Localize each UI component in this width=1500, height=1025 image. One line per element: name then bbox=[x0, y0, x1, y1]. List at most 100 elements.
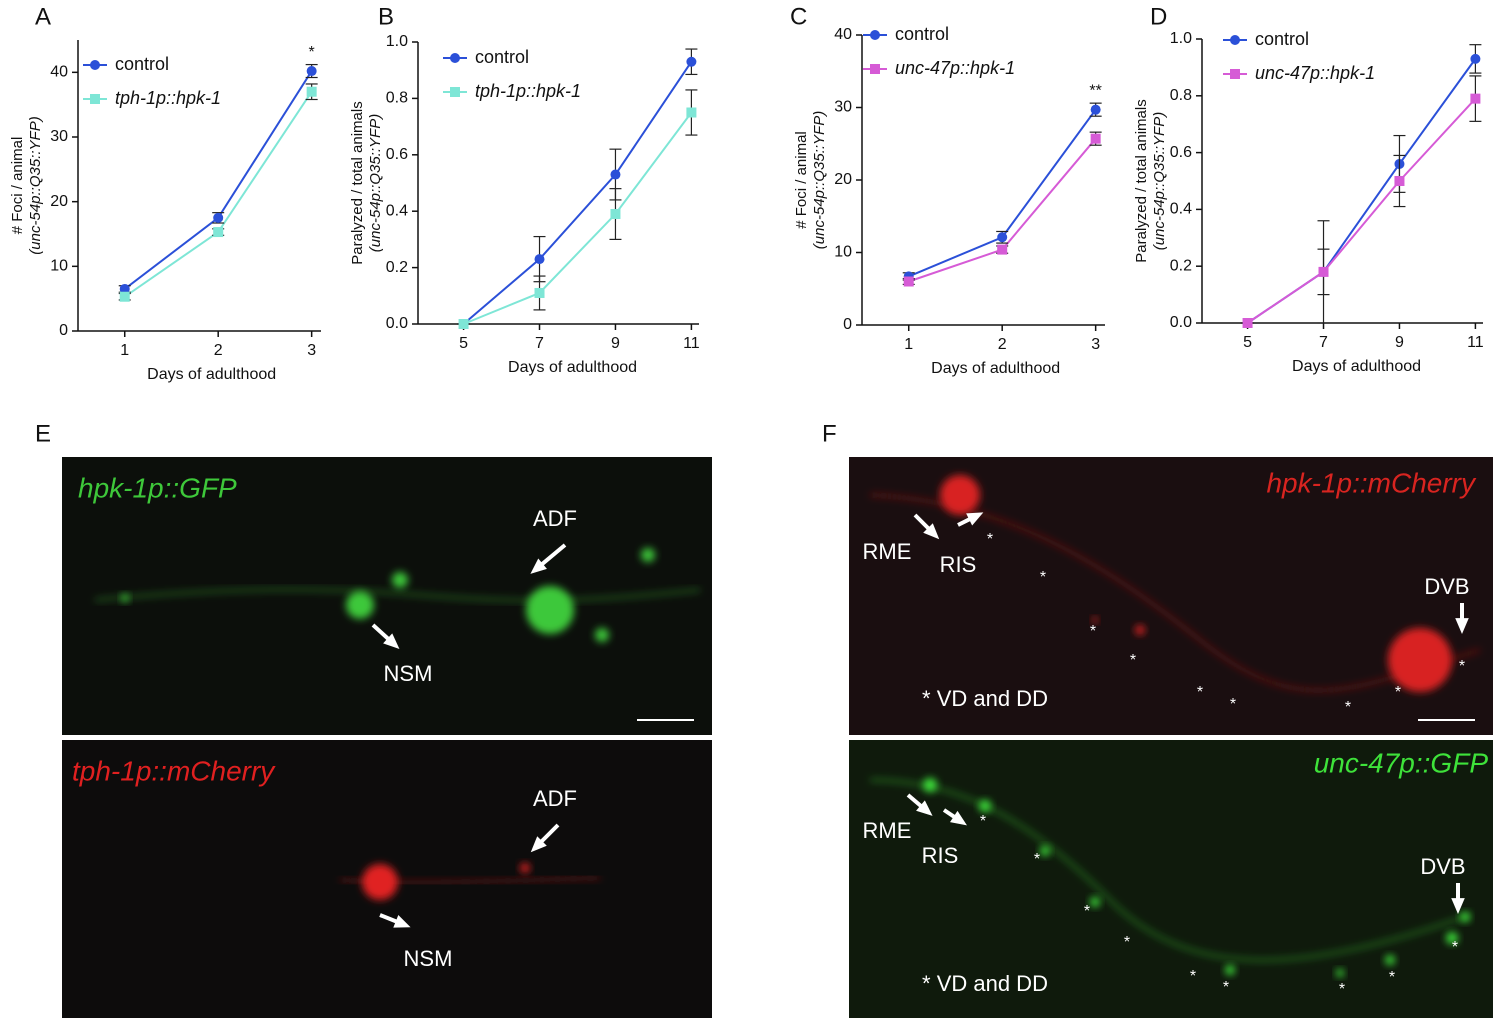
point bbox=[1090, 133, 1101, 144]
panel-label: F bbox=[822, 420, 837, 447]
y-tick-label: 1.0 bbox=[386, 33, 408, 50]
neuron-asterisk: * bbox=[980, 813, 986, 830]
y-tick-label: 0.2 bbox=[386, 259, 408, 276]
legend-marker bbox=[1230, 35, 1240, 45]
series-line bbox=[1247, 58, 1477, 324]
cell-label: DVB bbox=[1420, 854, 1465, 879]
x-axis-label: Days of adulthood bbox=[931, 360, 1060, 377]
y-axis-label: Paralyzed / total animals bbox=[1133, 99, 1150, 262]
worm-outline bbox=[869, 778, 1471, 962]
x-tick-label: 2 bbox=[214, 342, 223, 359]
legend-marker bbox=[90, 60, 100, 70]
series-line bbox=[463, 111, 693, 325]
micrograph bbox=[849, 740, 1493, 1018]
legend-label: control bbox=[1255, 29, 1309, 49]
point bbox=[306, 86, 317, 97]
y-tick-label: 30 bbox=[50, 128, 68, 145]
panel-label: A bbox=[35, 3, 51, 30]
x-axis-label: Days of adulthood bbox=[508, 359, 637, 376]
legend-marker bbox=[1230, 69, 1240, 79]
x-tick-label: 3 bbox=[307, 342, 316, 359]
x-axis-label: Days of adulthood bbox=[1292, 358, 1421, 375]
cell-signal bbox=[362, 864, 398, 900]
cell-signal bbox=[1336, 969, 1344, 977]
x-tick-label: 2 bbox=[998, 336, 1007, 353]
neuron-asterisk: * bbox=[1339, 981, 1345, 998]
y-tick-label: 0.4 bbox=[386, 202, 408, 219]
y-axis-label: (unc-54p::Q35::YFP) bbox=[27, 116, 44, 254]
worm-outline bbox=[94, 588, 701, 602]
x-tick-label: 11 bbox=[1467, 334, 1484, 351]
y-tick-label: 1.0 bbox=[1170, 30, 1192, 47]
significance-label: ** bbox=[1089, 82, 1101, 99]
neuron-asterisk: * bbox=[1034, 851, 1040, 868]
neuron-asterisk: * bbox=[1197, 684, 1203, 701]
y-tick-label: 40 bbox=[834, 26, 852, 43]
x-tick-label: 7 bbox=[1319, 334, 1328, 351]
point bbox=[306, 66, 317, 77]
point bbox=[610, 209, 621, 220]
cell-label: * VD and DD bbox=[922, 971, 1048, 996]
cell-label: ADF bbox=[533, 506, 577, 531]
cell-label: RIS bbox=[922, 843, 959, 868]
cell-label: ADF bbox=[533, 786, 577, 811]
y-tick-label: 0.4 bbox=[1170, 201, 1192, 218]
point bbox=[1470, 53, 1481, 64]
legend-marker bbox=[90, 94, 100, 104]
arrow-head bbox=[1451, 898, 1465, 914]
legend-marker bbox=[870, 64, 880, 74]
cell-signal bbox=[520, 863, 530, 873]
y-tick-label: 10 bbox=[834, 244, 852, 261]
legend-label: tph-1p::hpk-1 bbox=[115, 88, 221, 108]
point bbox=[534, 254, 545, 265]
neuron-asterisk: * bbox=[1395, 684, 1401, 701]
y-tick-label: 20 bbox=[50, 193, 68, 210]
cell-label: NSM bbox=[384, 661, 433, 686]
y-axis-label: # Foci / animal bbox=[793, 131, 810, 229]
cell-label: DVB bbox=[1424, 574, 1469, 599]
x-tick-label: 9 bbox=[1395, 334, 1404, 351]
cell-signal bbox=[1225, 965, 1235, 975]
cell-label: NSM bbox=[404, 946, 453, 971]
cell-signal bbox=[1135, 625, 1145, 635]
series-line bbox=[462, 61, 693, 325]
point bbox=[1090, 104, 1101, 115]
y-axis-label: (unc-54p::Q35::YFP) bbox=[811, 111, 828, 249]
cell-signal bbox=[979, 800, 991, 812]
neuron-asterisk: * bbox=[1084, 903, 1090, 920]
x-tick-label: 1 bbox=[120, 342, 129, 359]
y-tick-label: 0.0 bbox=[386, 315, 408, 332]
y-tick-label: 0 bbox=[843, 316, 852, 333]
x-axis-label: Days of adulthood bbox=[147, 366, 276, 383]
arrow-head bbox=[916, 800, 933, 816]
series-line bbox=[124, 91, 313, 298]
point bbox=[610, 169, 621, 180]
x-tick-label: 1 bbox=[904, 336, 913, 353]
x-tick-label: 7 bbox=[535, 335, 544, 352]
x-tick-label: 5 bbox=[459, 335, 468, 352]
cell-signal bbox=[346, 591, 374, 619]
panel-label: B bbox=[378, 3, 394, 30]
point bbox=[903, 276, 914, 287]
y-axis-label: (unc-54p::Q35::YFP) bbox=[367, 114, 384, 252]
cell-signal bbox=[940, 475, 980, 515]
point bbox=[119, 291, 130, 302]
point bbox=[1318, 266, 1329, 277]
neuron-asterisk: * bbox=[1345, 699, 1351, 716]
neuron-asterisk: * bbox=[987, 531, 993, 548]
cell-signal bbox=[392, 572, 408, 588]
arrow-head bbox=[923, 523, 940, 540]
legend-marker bbox=[450, 53, 460, 63]
arrow-shaft bbox=[371, 623, 392, 643]
y-axis-label: Paralyzed / total animals bbox=[349, 101, 366, 264]
y-tick-label: 0.2 bbox=[1170, 257, 1192, 274]
point bbox=[997, 232, 1008, 243]
y-tick-label: 10 bbox=[50, 258, 68, 275]
y-tick-label: 0.8 bbox=[386, 90, 408, 107]
legend-label: unc-47p::hpk-1 bbox=[895, 58, 1015, 78]
series-line bbox=[1247, 97, 1477, 324]
point bbox=[213, 227, 224, 238]
legend-marker bbox=[870, 30, 880, 40]
arrow-head bbox=[950, 810, 967, 826]
